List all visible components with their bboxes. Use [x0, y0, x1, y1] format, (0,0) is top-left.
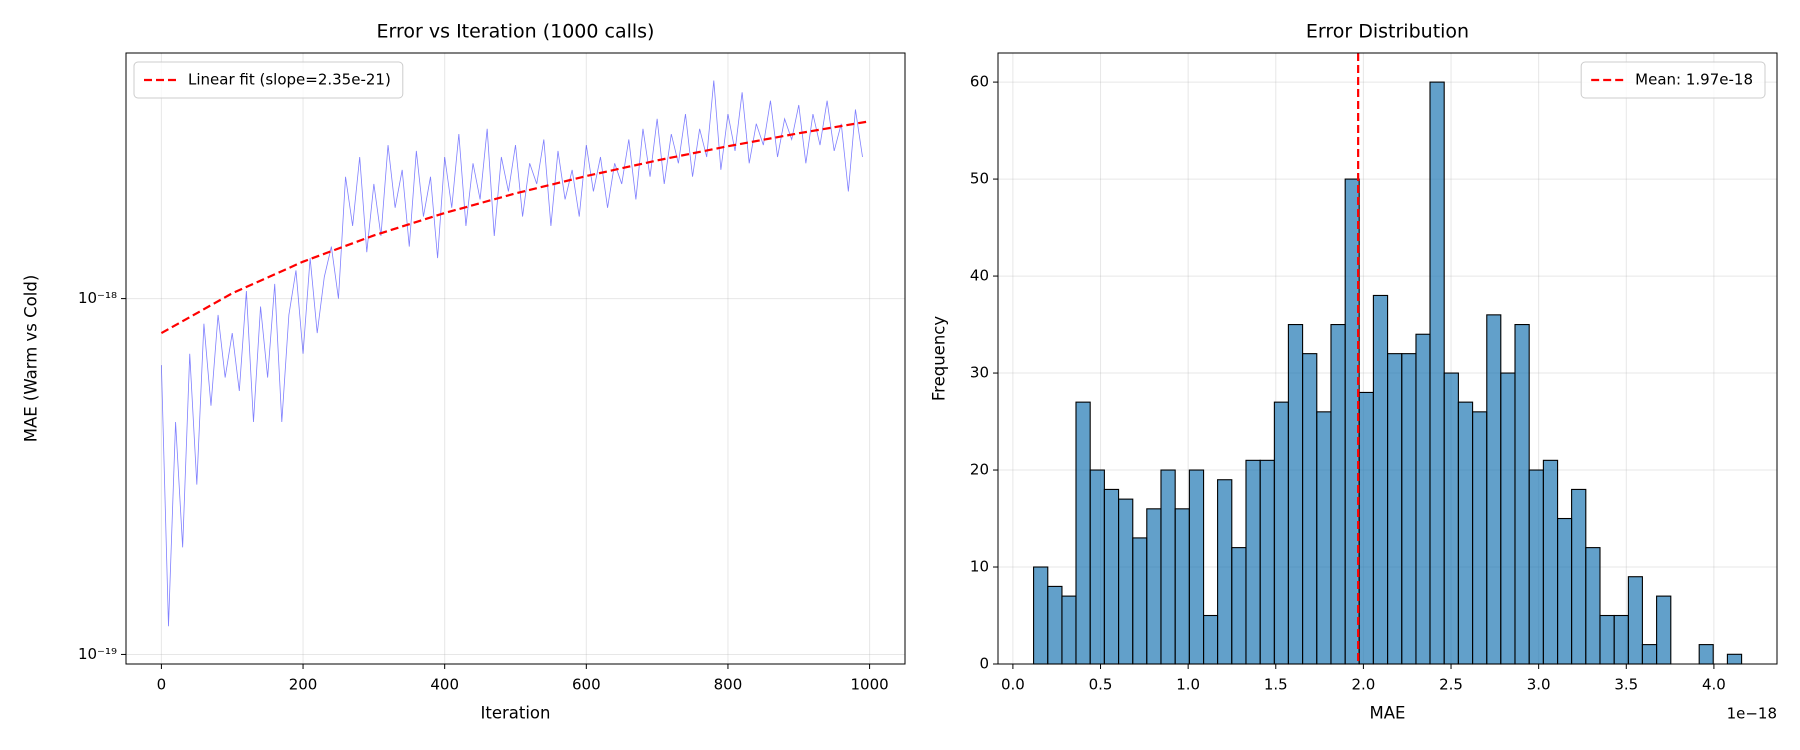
bar [1160, 469, 1176, 665]
y-tick-label: 60 [970, 73, 989, 91]
bar [1047, 585, 1063, 665]
x-tick-label: 0 [157, 676, 167, 694]
legend: Mean: 1.97e-18 [1580, 61, 1766, 99]
bar [1500, 372, 1516, 665]
x-axis-label: Iteration [481, 704, 551, 723]
bar [1217, 479, 1233, 665]
bar [1089, 469, 1105, 665]
legend-label: Linear fit (slope=2.35e-21) [188, 71, 391, 89]
y-tick-label: 10 [970, 558, 989, 576]
bar [1287, 324, 1304, 665]
plot-frame [125, 52, 906, 665]
bar [1146, 508, 1162, 665]
bar [1486, 314, 1502, 665]
bar [1302, 353, 1318, 665]
x-offset-label: 1e−18 [1727, 705, 1777, 723]
y-tick-label: 40 [970, 267, 989, 285]
bar [1174, 508, 1190, 665]
x-tick-label: 3.5 [1614, 676, 1638, 694]
legend: Linear fit (slope=2.35e-21) [133, 61, 404, 99]
bar [1627, 576, 1643, 665]
x-tick-label: 0.5 [1089, 676, 1113, 694]
x-tick-label: 200 [289, 676, 318, 694]
x-tick-label: 2.5 [1439, 676, 1463, 694]
legend-frame [133, 61, 404, 99]
bar [1571, 488, 1587, 665]
bar [1656, 595, 1672, 665]
x-tick-label: 1.5 [1264, 676, 1288, 694]
series-line [161, 80, 863, 627]
chart-title: Error vs Iteration (1000 calls) [377, 21, 655, 43]
bar [1273, 401, 1289, 665]
bar [1061, 595, 1077, 665]
series-line [160, 120, 870, 335]
x-tick-label: 2.0 [1351, 676, 1375, 694]
x-tick-label: 400 [430, 676, 459, 694]
subplot: 0.0 0.5 1.0 1.5 2.0 2.5 3.0 3.5 4.0 0 10 20 30 40 50 60… [930, 21, 1778, 723]
bar [1641, 644, 1658, 665]
legend-label: Mean: 1.97e-18 [1635, 71, 1753, 89]
bar [1557, 517, 1573, 665]
bar [1245, 459, 1261, 665]
bar [1387, 353, 1403, 665]
bar [1613, 614, 1629, 665]
bar [1401, 353, 1417, 665]
bar [1330, 324, 1346, 665]
x-axis-label: MAE [1370, 704, 1406, 723]
legend-frame [1580, 61, 1766, 99]
bar [1599, 614, 1615, 665]
bar [1726, 653, 1743, 665]
bar [1585, 547, 1601, 665]
bar [1188, 469, 1205, 665]
x-tick-label: 800 [714, 676, 743, 694]
x-tick-label: 0.0 [1001, 676, 1025, 694]
chart-title: Error Distribution [1306, 21, 1469, 43]
bar [1443, 372, 1459, 665]
plot-frame [997, 52, 1778, 665]
bar [1415, 333, 1431, 665]
subplot: 0 200 400 600 800 1000 10⁻¹⁹ 10⁻¹⁸ Error vs Iter… [22, 21, 906, 723]
bar [1372, 294, 1389, 665]
bar [1514, 324, 1530, 665]
y-tick-label: 10⁻¹⁸ [78, 289, 117, 307]
bar [1429, 81, 1445, 665]
y-tick-label: 30 [970, 364, 989, 382]
bar [1033, 566, 1049, 665]
bar [1316, 411, 1332, 665]
bar [1203, 614, 1219, 665]
x-tick-label: 600 [572, 676, 601, 694]
bar [1698, 644, 1714, 665]
bar [1075, 401, 1091, 665]
bar [1457, 401, 1474, 665]
y-tick-label: 20 [970, 461, 989, 479]
y-tick-label: 0 [979, 655, 989, 673]
x-tick-label: 4.0 [1702, 676, 1726, 694]
x-tick-label: 3.0 [1527, 676, 1551, 694]
y-axis-label: MAE (Warm vs Cold) [22, 275, 41, 443]
x-tick-label: 1000 [850, 676, 888, 694]
bar [1259, 459, 1275, 665]
bar [1103, 488, 1120, 665]
bar [1528, 469, 1544, 665]
bar [1472, 411, 1488, 665]
bar [1358, 391, 1374, 665]
y-axis-label: Frequency [930, 316, 949, 401]
y-tick-label: 10⁻¹⁹ [78, 645, 117, 663]
bar [1231, 547, 1247, 665]
x-tick-label: 1.0 [1176, 676, 1200, 694]
y-tick-label: 50 [970, 170, 989, 188]
bar [1118, 498, 1134, 665]
bar [1542, 459, 1559, 665]
bar [1132, 537, 1148, 665]
